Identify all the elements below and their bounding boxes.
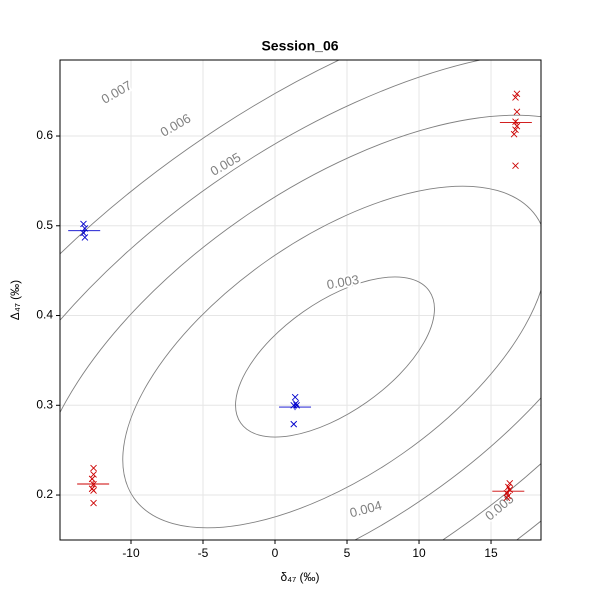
plot-frame — [59, 59, 542, 541]
point — [513, 90, 521, 98]
point — [513, 108, 521, 116]
point — [512, 126, 519, 134]
point — [90, 480, 97, 488]
point — [90, 464, 97, 472]
contour-line — [235, 276, 435, 438]
contour-label: 0.004 — [348, 498, 383, 521]
x-tick-label: 15 — [484, 546, 498, 560]
contour-line — [122, 185, 541, 529]
point — [512, 94, 519, 101]
x-axis-label: δ₄₇ (‰) — [280, 570, 319, 584]
y-tick-label: 0.2 — [36, 487, 53, 501]
point — [512, 162, 519, 169]
y-tick-label: 0.5 — [36, 218, 53, 232]
x-tick-label: -10 — [122, 546, 140, 560]
point — [512, 118, 519, 125]
point — [80, 229, 87, 237]
point — [291, 393, 299, 401]
y-axis-label: Δ₄₇ (‰) — [8, 280, 22, 320]
point — [510, 130, 518, 138]
point — [90, 499, 97, 507]
y-tick-label: 0.4 — [36, 308, 53, 322]
x-tick-label: 0 — [272, 546, 279, 560]
y-tick-label: 0.3 — [36, 397, 53, 411]
point — [88, 475, 96, 483]
contour-label: 0.005 — [208, 149, 244, 178]
x-tick-label: -5 — [198, 546, 209, 560]
point — [81, 225, 89, 232]
point — [506, 480, 514, 487]
x-tick-label: 10 — [412, 546, 426, 560]
contour-line — [60, 114, 541, 540]
contour-label: 0.006 — [158, 110, 194, 139]
y-tick-label: 0.6 — [36, 128, 53, 142]
point — [290, 401, 298, 409]
x-tick-label: 5 — [344, 546, 351, 560]
contour-label: 0.003 — [325, 272, 360, 292]
point — [503, 494, 511, 502]
point — [90, 471, 97, 478]
point — [293, 401, 300, 409]
point — [506, 486, 514, 493]
point — [513, 122, 521, 130]
point — [80, 220, 87, 228]
point — [290, 420, 298, 428]
contour-label: 0.007 — [99, 77, 135, 106]
chart-title: Session_06 — [261, 38, 338, 54]
point — [90, 487, 97, 494]
point — [81, 234, 89, 241]
contour-label: 0.005 — [482, 491, 517, 523]
